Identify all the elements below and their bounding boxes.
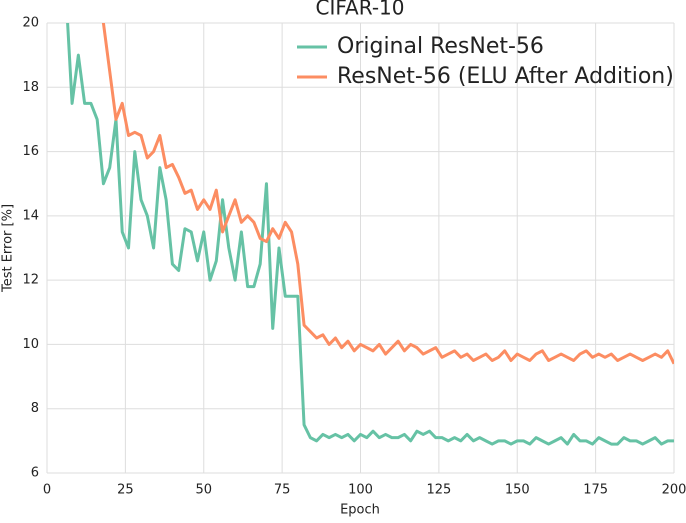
- y-tick-label: 10: [22, 337, 39, 352]
- y-tick-label: 6: [31, 466, 39, 481]
- y-tick-label: 20: [22, 16, 39, 31]
- chart-title: CIFAR-10: [316, 0, 405, 20]
- plot-area: [66, 23, 674, 446]
- y-axis-label: Test Error [%]: [1, 204, 16, 293]
- y-tick-label: 8: [31, 401, 39, 416]
- y-tick-label: 16: [22, 144, 39, 159]
- x-tick-label: 50: [195, 483, 212, 498]
- x-tick-label: 75: [274, 483, 291, 498]
- y-tick-label: 12: [22, 273, 39, 288]
- x-axis-label: Epoch: [340, 503, 380, 518]
- grid: [46, 22, 675, 474]
- x-tick-label: 100: [348, 483, 373, 498]
- legend-label: ResNet-56 (ELU After Addition): [337, 64, 674, 89]
- x-tick-label: 25: [117, 483, 134, 498]
- x-tick-label: 200: [662, 483, 686, 498]
- legend-label: Original ResNet-56: [337, 34, 544, 59]
- y-tick-label: 18: [22, 80, 39, 95]
- legend: Original ResNet-56 ResNet-56 (ELU After A…: [297, 34, 674, 89]
- line-series: [66, 23, 674, 446]
- x-tick-label: 175: [583, 483, 608, 498]
- line-series: [101, 23, 674, 365]
- x-tick-label: 0: [43, 483, 51, 498]
- y-tick-label: 14: [22, 208, 39, 223]
- x-tick-label: 125: [426, 483, 451, 498]
- x-tick-label: 150: [505, 483, 530, 498]
